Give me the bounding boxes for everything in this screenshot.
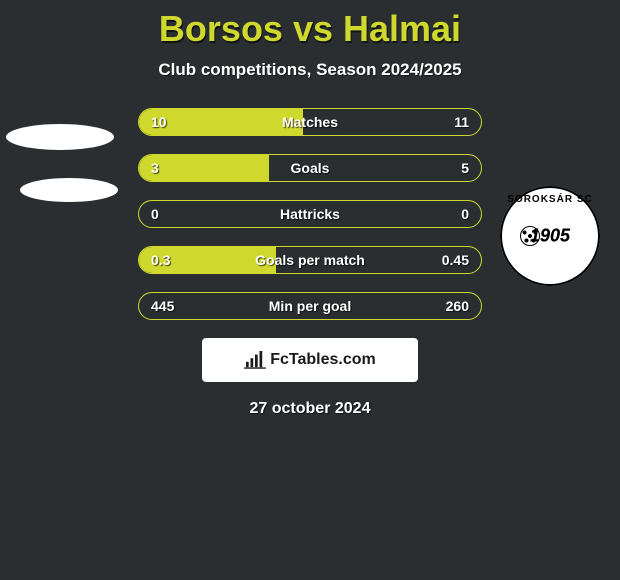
page-title: Borsos vs Halmai — [0, 0, 620, 50]
stat-label: Goals per match — [255, 252, 365, 268]
stat-label: Matches — [282, 114, 338, 130]
stat-value-left: 0.3 — [151, 252, 170, 268]
bar-chart-icon — [244, 351, 266, 369]
stat-label: Min per goal — [269, 298, 351, 314]
stat-row: 445 Min per goal 260 — [138, 292, 482, 320]
stat-value-right: 11 — [454, 114, 469, 130]
stat-value-left: 0 — [151, 206, 159, 222]
stat-value-left: 445 — [151, 298, 174, 314]
stat-value-right: 260 — [446, 298, 469, 314]
stats-bars: 10 Matches 11 3 Goals 5 0 Hattricks 0 0.3 Goals pe… — [138, 108, 482, 320]
stat-label: Hattricks — [280, 206, 340, 222]
stat-row: 0.3 Goals per match 0.45 — [138, 246, 482, 274]
stat-value-left: 3 — [151, 160, 159, 176]
stat-value-right: 0.45 — [442, 252, 469, 268]
stat-value-right: 5 — [461, 160, 469, 176]
stat-label: Goals — [291, 160, 330, 176]
date-text: 27 october 2024 — [0, 400, 620, 418]
brand-text: FcTables.com — [270, 351, 376, 369]
stat-row: 10 Matches 11 — [138, 108, 482, 136]
page-subtitle: Club competitions, Season 2024/2025 — [0, 60, 620, 80]
stat-row: 0 Hattricks 0 — [138, 200, 482, 228]
source-attribution: FcTables.com — [202, 338, 418, 382]
stat-value-left: 10 — [151, 114, 167, 130]
stat-value-right: 0 — [461, 206, 469, 222]
stat-row: 3 Goals 5 — [138, 154, 482, 182]
